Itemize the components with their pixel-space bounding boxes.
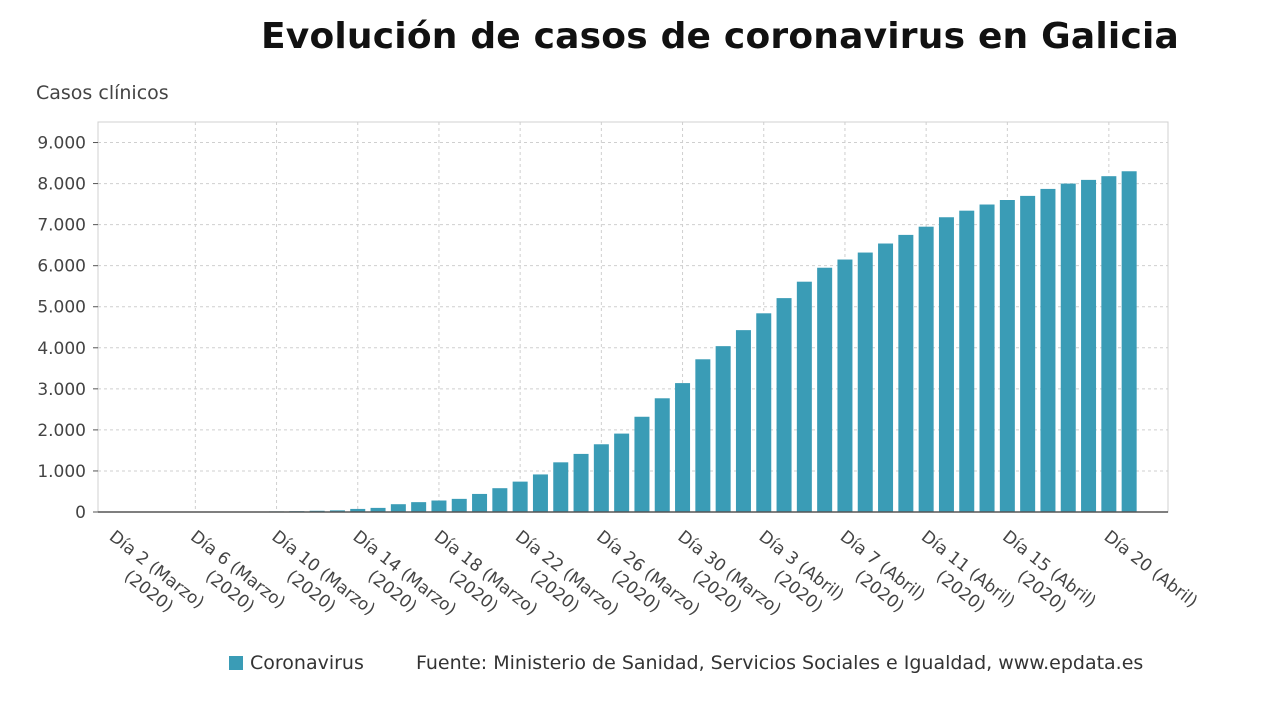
bar [959,210,975,512]
y-tick-label: 7.000 [37,216,86,236]
bar [979,204,995,512]
bar [878,243,894,512]
bar [329,510,345,512]
legend-label: Coronavirus [250,652,364,674]
bar [1081,179,1097,512]
bar [614,433,630,512]
bar [634,416,650,512]
bar [999,200,1015,512]
bar [857,252,873,512]
y-tick-label: 5.000 [37,298,86,318]
bar [654,398,670,512]
bar [675,383,691,512]
bar [1101,176,1117,513]
bar [370,507,386,512]
legend: Coronavirus [229,652,364,674]
bar [472,493,488,512]
y-axis-label: Casos clínicos [36,82,169,104]
bar [695,359,711,512]
x-tick-label: Día 20 (Abril) [1100,527,1201,612]
bar [350,508,366,512]
bar [715,346,731,512]
bar [1040,188,1056,513]
bar [573,453,589,512]
x-tick-label: Día 7 (Abril)(2020) [836,527,929,617]
bar [553,462,569,512]
bar [512,481,528,512]
y-tick-label: 9.000 [37,134,86,154]
y-tick-label: 8.000 [37,175,86,195]
y-tick-label: 0 [75,503,86,523]
y-tick-label: 4.000 [37,339,86,359]
bar [451,498,467,512]
x-tick-label: Día 15 (Abril)(2020) [998,527,1099,617]
source-note: Fuente: Ministerio de Sanidad, Servicios… [416,652,1144,674]
bar [837,259,853,512]
x-tick-label-line: Día 20 (Abril) [1100,527,1201,612]
x-tick-label: Día 3 (Abril)(2020) [755,527,848,617]
bar [1121,171,1137,512]
y-tick-label: 6.000 [37,257,86,277]
bar [918,226,934,512]
bar [796,281,812,512]
bar [756,313,772,512]
y-tick-label: 1.000 [37,462,86,482]
legend-swatch [229,656,243,670]
bar [1020,195,1036,513]
bar [492,488,508,512]
chart-title: Evolución de casos de coronavirus en Gal… [260,16,1180,57]
bar [776,298,792,512]
bar [735,330,751,512]
bar [532,474,548,512]
bar [593,444,609,512]
bar [817,267,833,512]
bar [1060,183,1076,512]
bar [431,500,447,512]
y-tick-label: 2.000 [37,421,86,441]
bar [411,502,427,512]
bar [898,234,914,513]
bar [390,504,406,512]
y-tick-label: 3.000 [37,380,86,400]
bar [938,217,954,512]
